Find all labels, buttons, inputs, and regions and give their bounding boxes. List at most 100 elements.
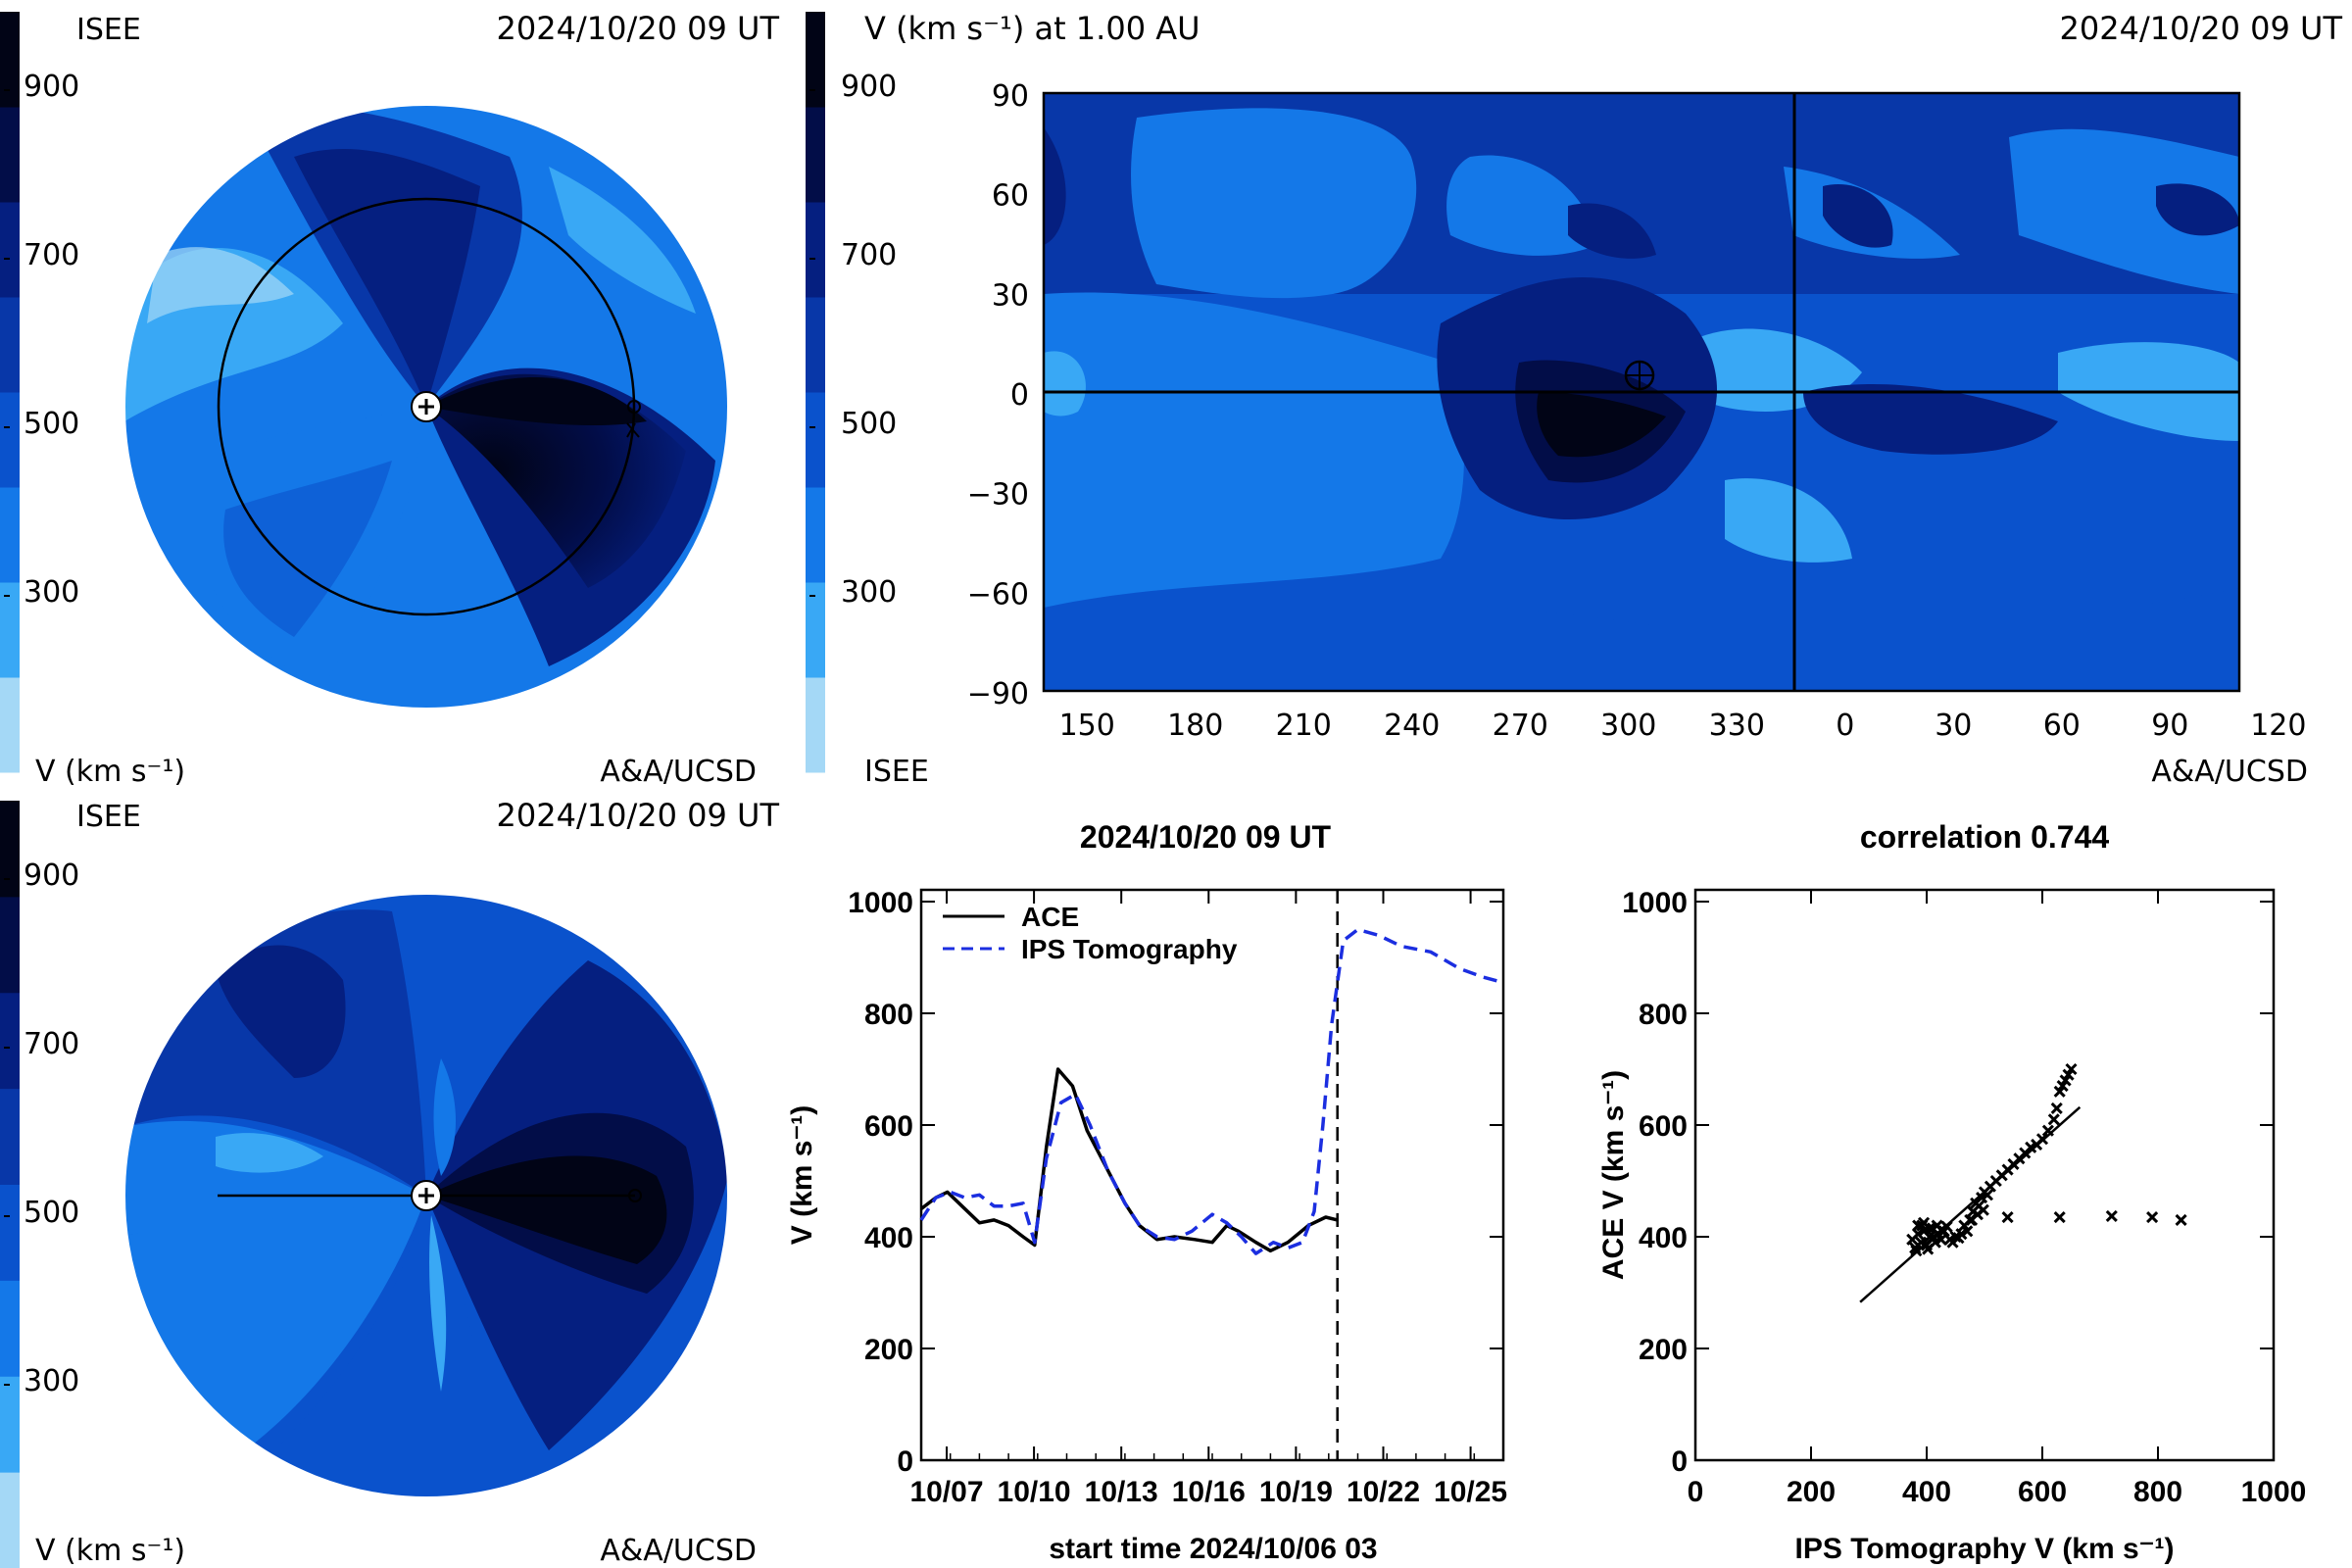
line-chart-y-tick-label: 0 — [897, 1446, 913, 1478]
line-chart-x-tick-label: 10/13 — [1085, 1476, 1158, 1508]
colorbar-segment — [0, 677, 20, 773]
scatter-point — [2001, 1210, 2014, 1224]
scatter-point — [2035, 1133, 2049, 1146]
map-x-tick-label: 210 — [1276, 709, 1332, 743]
panel-bottom-left: 900 700 500 300 ISEE 2024/10/20 09 UT V (km… — [0, 797, 779, 1568]
series-line-ace — [919, 1067, 1339, 1253]
colorbar-segment — [806, 297, 825, 393]
line-chart-x-tick-label: 10/19 — [1259, 1476, 1333, 1508]
scatter-point — [1910, 1245, 1923, 1257]
polar-rim-top-left — [123, 104, 729, 710]
scatter-point — [2065, 1062, 2078, 1076]
map-earth-marker — [1624, 360, 1655, 391]
scatter-point — [2053, 1210, 2066, 1224]
series-line-ips-tomography — [919, 927, 1504, 1255]
scatter-y-tick-label: 1000 — [1622, 887, 1688, 919]
scatter-chart-xlabel: IPS Tomography V (km s⁻¹) — [1795, 1533, 2175, 1565]
line-chart-plot-frame — [919, 888, 1505, 1462]
scatter-y-tick-label: 0 — [1671, 1446, 1688, 1478]
colorbar-top-right: 900 700 500 300 — [806, 12, 897, 773]
colorbar-segment — [806, 392, 825, 488]
sun-marker-top-left — [411, 391, 442, 422]
earth-orbit-circle-top-left — [217, 197, 636, 616]
map-x-tick-label: 120 — [2250, 709, 2306, 743]
scatter-point — [2041, 1124, 2054, 1137]
scatter-point — [1916, 1219, 1929, 1232]
colorbar-tick-label: 500 — [841, 407, 897, 441]
line-chart-y-tick-label: 200 — [864, 1334, 913, 1366]
panel-tr-timestamp: 2024/10/20 09 UT — [2060, 10, 2343, 47]
colorbar-tick-label: 700 — [24, 1027, 79, 1061]
scatter-point — [1940, 1220, 1953, 1233]
panel-tr-credit: A&A/UCSD — [2151, 755, 2308, 789]
panel-top-left: 900 700 500 300 ISEE 2024/10/20 09 UT V (km… — [0, 10, 779, 789]
map-x-tick-label: 330 — [1709, 709, 1765, 743]
map-y-tick-label: −60 — [967, 577, 1029, 612]
map-y-tick-label: 90 — [992, 79, 1029, 114]
map-x-tick-label: 90 — [2151, 709, 2188, 743]
colorbar-tick-label: 900 — [24, 858, 79, 893]
line-chart-ylabel: V (km s⁻¹) — [786, 1105, 818, 1246]
scatter-point — [1952, 1232, 1965, 1245]
line-chart-x-tick-label: 10/22 — [1347, 1476, 1420, 1508]
colorbar-segment — [0, 1472, 20, 1568]
polar-rim-bottom-left — [123, 893, 729, 1498]
line-chart-xlabel: start time 2024/10/06 03 — [1049, 1533, 1377, 1565]
scatter-y-tick-label: 200 — [1639, 1334, 1688, 1366]
panel-bl-isee-label: ISEE — [76, 800, 141, 834]
scatter-y-tick-label: 800 — [1639, 999, 1688, 1031]
colorbar-segment — [0, 202, 20, 298]
scatter-point — [1935, 1224, 1947, 1237]
colorbar-segment — [806, 12, 825, 108]
scatter-point — [1935, 1233, 1947, 1246]
map-y-tick-label: −30 — [967, 478, 1029, 513]
colorbar-tick-label: 300 — [24, 575, 79, 610]
earth-marker-bottom-left — [628, 1189, 642, 1202]
sun-marker-bottom-left — [411, 1180, 442, 1211]
scatter-point — [2146, 1210, 2159, 1224]
line-chart-x-tick-label: 10/07 — [909, 1476, 983, 1508]
scatter-x-tick-label: 1000 — [2241, 1476, 2307, 1508]
line-chart-y-tick-label: 600 — [864, 1110, 913, 1143]
panel-tl-credit: A&A/UCSD — [600, 755, 757, 789]
colorbar-segment — [0, 1376, 20, 1473]
colorbar-segment — [0, 487, 20, 583]
map-x-tick-label: 240 — [1384, 709, 1440, 743]
line-chart-x-tick-label: 10/10 — [998, 1476, 1071, 1508]
map-x-tick-label: 150 — [1059, 709, 1115, 743]
panel-tr-isee-label: ISEE — [864, 755, 929, 789]
scatter-y-tick-label: 400 — [1639, 1222, 1688, 1254]
map-x-tick-label: 30 — [1935, 709, 1972, 743]
legend-label-ace: ACE — [1021, 902, 1079, 932]
scatter-point — [2050, 1102, 2063, 1114]
panel-bl-credit: A&A/UCSD — [600, 1534, 757, 1568]
colorbar-segment — [806, 107, 825, 203]
panel-tr-title: V (km s⁻¹) at 1.00 AU — [864, 10, 1200, 47]
colorbar-tick-label: 300 — [24, 1364, 79, 1398]
legend-label-ips-tomography: IPS Tomography — [1021, 934, 1238, 964]
map-x-tick-label: 270 — [1493, 709, 1548, 743]
colorbar-segment — [0, 12, 20, 108]
colorbar-tick-label: 500 — [24, 407, 79, 441]
line-chart-x-tick-label: 10/16 — [1172, 1476, 1246, 1508]
colorbar-segment — [0, 992, 20, 1090]
colorbar-segment — [806, 202, 825, 298]
colorbar-segment — [0, 392, 20, 488]
map-y-tick-label: 60 — [992, 179, 1029, 214]
colorbar-top-left: 900 700 500 300 — [0, 12, 79, 773]
colorbar-segment — [806, 677, 825, 773]
scatter-point — [2105, 1209, 2118, 1222]
scatter-x-tick-label: 600 — [2018, 1476, 2067, 1508]
scatter-point — [2047, 1113, 2060, 1126]
scatter-point — [1981, 1189, 1994, 1201]
colorbar-segment — [0, 1088, 20, 1185]
panel-tl-unit-label: V (km s⁻¹) — [35, 755, 185, 789]
panel-tl-timestamp: 2024/10/20 09 UT — [497, 10, 780, 47]
colorbar-segment — [0, 801, 20, 898]
map-y-tick-label: 0 — [1010, 378, 1029, 413]
colorbar-segment — [0, 107, 20, 203]
